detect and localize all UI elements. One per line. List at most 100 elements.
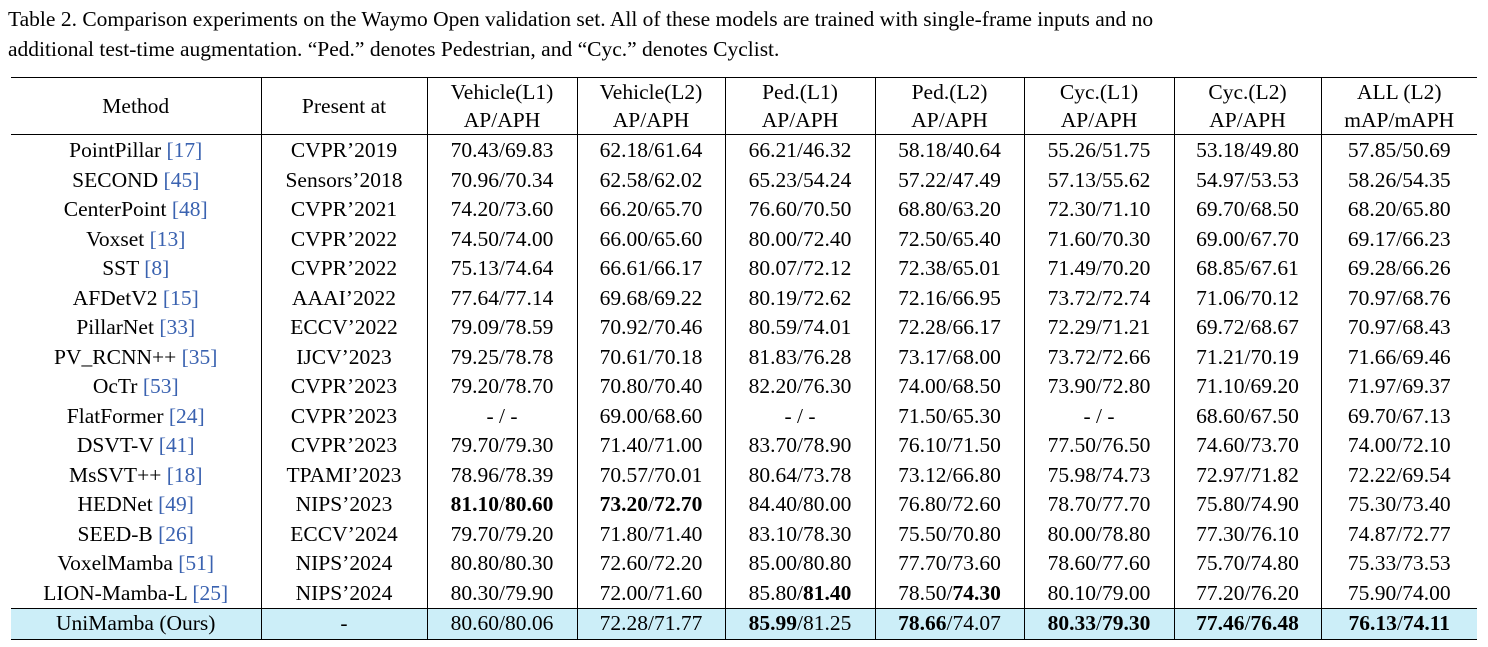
table-body: PointPillar [17] CVPR’2019 70.43/69.83 62.1… [11,134,1477,640]
value-cell: 54.97/53.53 [1173,165,1321,195]
value-cell: 70.97/68.43 [1320,313,1477,343]
method-name: SEED-B [77,521,153,546]
method-name: DSVT-V [76,433,154,457]
ours-value-cell: 80.33/79.30 [1023,608,1174,640]
value-cell: 73.72/72.74 [1023,283,1174,313]
value-cell: 57.13/55.62 [1023,165,1174,195]
citation-link[interactable]: [53] [142,374,179,398]
value-cell: 77.20/76.20 [1173,578,1321,609]
ours-value-cell: 78.66/74.07 [874,608,1024,640]
value-cell: 71.97/69.37 [1320,372,1477,402]
value-cell: 69.70/67.13 [1320,401,1477,431]
value-cell: 70.96/70.34 [426,165,577,195]
value-cell: 69.70/68.50 [1173,195,1321,225]
value-cell: 80.59/74.01 [724,313,875,343]
header-cyc-l1: Cyc.(L1) [1023,77,1174,106]
value-cell: 72.30/71.10 [1023,195,1174,225]
header-present-at: Present at [260,77,427,135]
header-vehicle-l1: Vehicle(L1) [426,77,577,106]
venue-cell: NIPS’2023 [260,490,427,520]
table-row: FlatFormer [24] CVPR’2023- / -69.00/68.60… [11,401,1477,431]
value-cell: 78.60/77.60 [1023,549,1174,579]
header-vehicle-l1-metric: AP/APH [426,106,577,135]
header-ped-l2: Ped.(L2) [874,77,1024,106]
venue-cell: NIPS’2024 [260,549,427,579]
value-cell: 80.00/72.40 [724,224,875,254]
venue-cell: AAAI’2022 [260,283,427,313]
citation-link[interactable]: [45] [163,167,200,192]
citation-link[interactable]: [48] [171,197,208,221]
citation-link[interactable]: [18] [166,462,203,487]
value-cell: 77.64/77.14 [426,283,577,313]
value-cell: 71.21/70.19 [1173,342,1321,372]
value-cell: 74.87/72.77 [1320,519,1477,549]
citation-link[interactable]: [17] [166,138,203,162]
value-cell: 69.00/67.70 [1173,224,1321,254]
value-cell: 78.70/77.70 [1023,490,1174,520]
value-cell: 58.18/40.64 [874,134,1024,166]
venue-cell: TPAMI’2023 [260,460,427,490]
value-cell: 69.68/69.22 [576,283,725,313]
method-cell: SECOND [45] [11,166,261,196]
value-cell: 75.98/74.73 [1023,460,1174,490]
citation-link[interactable]: [33] [159,315,196,339]
method-name: HEDNet [77,492,153,516]
value-cell: 57.85/50.69 [1320,134,1477,166]
venue-cell: IJCV’2023 [260,342,427,372]
method-name: SST [102,256,139,280]
table-row: MsSVT++ [18] TPAMI’2023 78.96/78.39 70.57/7… [11,460,1477,490]
value-cell: 71.10/69.20 [1173,372,1321,402]
value-cell: 72.38/65.01 [874,254,1024,284]
value-cell: 75.50/70.80 [874,519,1024,549]
value-cell: 70.80/70.40 [576,372,725,402]
value-cell: 71.60/70.30 [1023,224,1174,254]
value-cell: 75.13/74.64 [426,254,577,284]
method-cell: VoxelMamba [51] [11,549,261,579]
citation-link[interactable]: [25] [192,580,229,605]
method-name: OcTr [92,374,138,398]
ours-value-cell: 76.13/74.11 [1320,608,1477,640]
citation-link[interactable]: [26] [158,521,194,546]
table-row: SEED-B [26] ECCV’2024 79.70/79.20 71.80/71.… [11,519,1477,549]
value-cell: 83.70/78.90 [724,431,875,461]
value-cell: 69.00/68.60 [576,401,725,431]
table-row: Voxset [13] CVPR’2022 74.50/74.00 66.00/65.… [11,224,1477,254]
value-cell: 66.61/66.17 [576,254,725,284]
value-cell: 58.26/54.35 [1320,165,1477,195]
value-cell: 74.20/73.60 [426,195,577,225]
value-cell: 71.50/65.30 [874,401,1024,431]
value-cell: - / - [1023,401,1174,431]
value-cell: 71.06/70.12 [1173,283,1321,313]
value-cell: 72.00/71.60 [576,578,725,609]
citation-link[interactable]: [15] [162,285,199,310]
value-cell: 76.60/70.50 [724,195,875,225]
value-cell: 72.28/66.17 [874,313,1024,343]
citation-link[interactable]: [41] [158,433,195,457]
venue-cell: CVPR’2021 [260,195,427,225]
value-cell: 70.57/70.01 [576,460,725,490]
value-cell: 65.23/54.24 [724,165,875,195]
citation-link[interactable]: [51] [178,551,215,575]
venue-cell: CVPR’2023 [260,372,427,402]
value-cell: - / - [724,401,875,431]
ours-value-cell: 77.46/76.48 [1173,608,1321,640]
value-cell: 78.96/78.39 [426,460,577,490]
value-cell: 74.00/68.50 [874,372,1024,402]
table-row: SECOND [45] Sensors’2018 70.96/70.34 62.58/… [11,165,1477,196]
value-cell: 80.64/73.78 [724,460,875,490]
value-cell: 55.26/51.75 [1023,134,1174,166]
method-name: PillarNet [76,315,154,339]
citation-link[interactable]: [24] [168,403,205,428]
method-name: CenterPoint [63,197,167,221]
citation-link[interactable]: [49] [158,492,194,516]
citation-link[interactable]: [35] [181,344,218,369]
value-cell: 72.29/71.21 [1023,313,1174,343]
ours-method-cell: UniMamba (Ours) [11,608,261,640]
value-cell: 71.40/71.00 [576,431,725,461]
table-row: PillarNet [33] ECCV’2022 79.09/78.59 70.92/… [11,313,1477,343]
ours-venue-cell: - [260,608,427,640]
header-ped-l1-metric: AP/APH [724,106,875,135]
citation-link[interactable]: [13] [149,226,186,251]
citation-link[interactable]: [8] [144,256,170,280]
value-cell: 81.83/76.28 [724,342,875,372]
